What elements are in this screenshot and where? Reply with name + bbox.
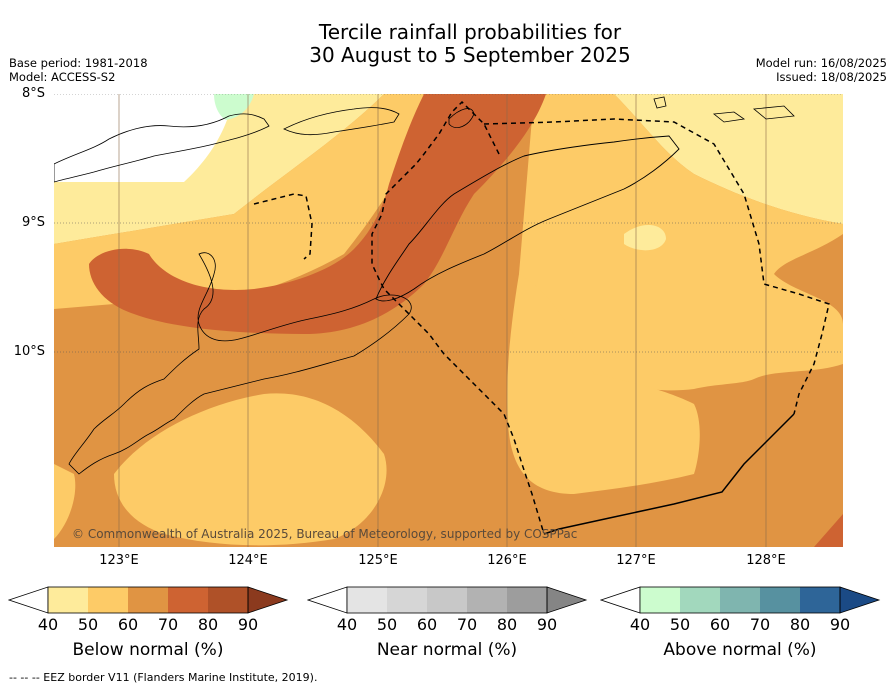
below-50-60-region-southeast: [507, 274, 700, 494]
alor-coastline: [283, 107, 400, 136]
below-swatch-60-70: [128, 587, 168, 613]
graticule: [54, 94, 843, 353]
below-40-50-region-island: [624, 224, 666, 251]
forecast-map-svg: © Commonwealth of Australia 2025, Bureau…: [54, 94, 843, 547]
issued-text: Issued: 18/08/2025: [776, 70, 887, 84]
above-swatch-80-90: [800, 587, 840, 613]
near-tick-60: 60: [416, 615, 438, 634]
model-run-text: Model run: 16/08/2025: [755, 56, 887, 70]
near-swatch-40-50: [347, 587, 387, 613]
below-tick-60: 60: [117, 615, 139, 634]
below-70-80-region: [89, 94, 546, 334]
above-tick-50: 50: [669, 615, 691, 634]
flores-coastline: [54, 113, 270, 183]
lat-label-8s: 8°S: [21, 86, 45, 101]
below-normal-colorbar: [8, 586, 289, 614]
below-tick-80: 80: [197, 615, 219, 634]
above-normal-colorbar: [600, 586, 881, 614]
southwest-coastline: [68, 252, 412, 475]
lon-label-126e: 126°E: [487, 553, 527, 568]
eez-border-nw: [253, 193, 313, 260]
above-swatch-40-50: [640, 587, 680, 613]
lat-label-10s: 10°S: [13, 344, 45, 359]
above-normal-label: Above normal (%): [663, 640, 817, 660]
near-swatch-80-90: [507, 587, 547, 613]
map-title-line1: Tercile rainfall probabilities for: [318, 20, 622, 44]
below-swatch-40-50: [48, 587, 88, 613]
lon-label-127e: 127°E: [616, 553, 656, 568]
below-over-triangle: [247, 586, 289, 614]
below-tick-90: 90: [237, 615, 259, 634]
lat-label-9s: 9°S: [21, 215, 45, 230]
below-50-60-region-east: [519, 94, 843, 391]
below-swatch-80-90: [208, 587, 248, 613]
below-swatch-70-80: [168, 587, 208, 613]
near-tick-50: 50: [376, 615, 398, 634]
near-swatch-50-60: [387, 587, 427, 613]
near-tick-90: 90: [536, 615, 558, 634]
below-tick-50: 50: [77, 615, 99, 634]
eez-border-west: [371, 100, 545, 535]
above-swatch-60-70: [720, 587, 760, 613]
map-title-line2: 30 August to 5 September 2025: [309, 43, 631, 67]
lon-label-128e: 128°E: [746, 553, 786, 568]
no-signal-region: [54, 94, 234, 182]
longitude-lines: [118, 94, 767, 547]
near-normal-colorbar: [307, 586, 588, 614]
below-50-60-region-southwest: [114, 393, 387, 546]
near-tick-80: 80: [496, 615, 518, 634]
above-under-triangle: [600, 586, 641, 614]
near-normal-label: Near normal (%): [376, 640, 518, 660]
below-tick-40: 40: [37, 615, 59, 634]
lon-label-125e: 125°E: [358, 553, 398, 568]
above-tick-80: 80: [789, 615, 811, 634]
lon-label-124e: 124°E: [228, 553, 268, 568]
above-tick-60: 60: [709, 615, 731, 634]
near-swatch-70-80: [467, 587, 507, 613]
above-tick-70: 70: [749, 615, 771, 634]
above-tick-40: 40: [629, 615, 651, 634]
base-period-text: Base period: 1981-2018: [9, 56, 148, 70]
eez-footnote: -- -- -- EEZ border V11 (Flanders Marine…: [9, 671, 318, 684]
copyright-text: © Commonwealth of Australia 2025, Bureau…: [72, 527, 577, 541]
below-70-80-region-se: [814, 514, 843, 547]
above-swatch-50-60: [680, 587, 720, 613]
below-tick-70: 70: [157, 615, 179, 634]
near-tick-40: 40: [336, 615, 358, 634]
below-under-triangle: [8, 586, 49, 614]
below-swatch-50-60: [88, 587, 128, 613]
below-50-60-region-west: [54, 464, 76, 539]
below-normal-label: Below normal (%): [72, 640, 224, 660]
near-under-triangle: [307, 586, 348, 614]
eez-border-south: [543, 413, 795, 535]
above-over-triangle: [839, 586, 881, 614]
near-tick-70: 70: [456, 615, 478, 634]
near-over-triangle: [546, 586, 588, 614]
lon-label-123e: 123°E: [99, 553, 139, 568]
below-50-60-region-nw: [54, 94, 439, 309]
eastern-islands-coastline: [653, 96, 795, 123]
model-text: Model: ACCESS-S2: [9, 70, 116, 84]
above-tick-90: 90: [829, 615, 851, 634]
above-swatch-70-80: [760, 587, 800, 613]
timor-coastline: [375, 135, 680, 302]
below-40-50-region-ne: [614, 94, 843, 224]
above-40-50-region: [214, 94, 254, 120]
near-swatch-60-70: [427, 587, 467, 613]
forecast-map: © Commonwealth of Australia 2025, Bureau…: [54, 94, 843, 547]
